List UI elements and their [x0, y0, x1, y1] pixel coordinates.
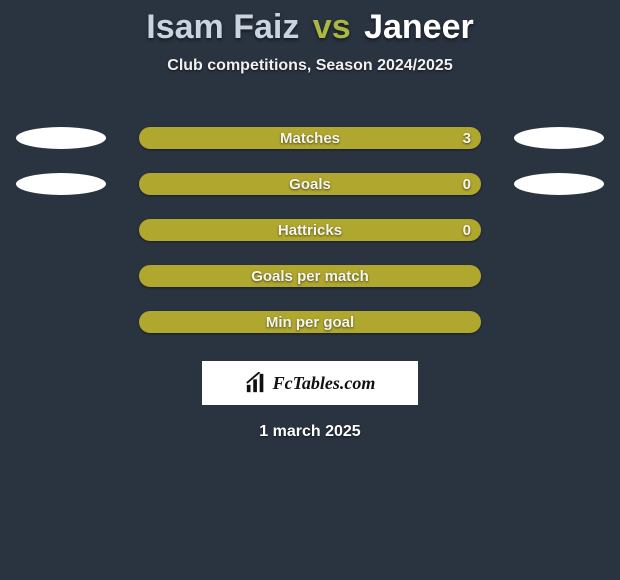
- stat-label: Matches: [280, 130, 340, 147]
- stat-rows: Matches 3 Goals 0 Hattricks 0 Goals per …: [0, 115, 620, 345]
- stat-bar: Min per goal: [139, 311, 481, 333]
- right-ellipse: [514, 127, 604, 149]
- stat-label: Goals: [289, 176, 331, 193]
- logo-box[interactable]: FcTables.com: [202, 361, 418, 405]
- stat-value: 0: [463, 222, 471, 239]
- page-title: Isam Faiz vs Janeer: [0, 8, 620, 47]
- stat-row: Goals per match: [0, 253, 620, 299]
- stat-bar: Matches 3: [139, 127, 481, 149]
- stat-row: Goals 0: [0, 161, 620, 207]
- player2-name: Janeer: [364, 8, 474, 47]
- vs-word: vs: [313, 8, 351, 47]
- stat-label: Min per goal: [266, 314, 354, 331]
- stat-row: Matches 3: [0, 115, 620, 161]
- logo-inner: FcTables.com: [245, 372, 376, 394]
- date-text: 1 march 2025: [0, 423, 620, 441]
- left-ellipse: [16, 173, 106, 195]
- stat-value: 3: [463, 130, 471, 147]
- stat-row: Hattricks 0: [0, 207, 620, 253]
- left-ellipse: [16, 127, 106, 149]
- stat-label: Goals per match: [251, 268, 369, 285]
- subtitle: Club competitions, Season 2024/2025: [0, 57, 620, 75]
- stat-bar: Goals 0: [139, 173, 481, 195]
- stat-bar: Hattricks 0: [139, 219, 481, 241]
- stat-value: 0: [463, 176, 471, 193]
- logo-text: FcTables.com: [273, 373, 376, 394]
- player1-name: Isam Faiz: [146, 8, 299, 47]
- stat-bar: Goals per match: [139, 265, 481, 287]
- bar-chart-icon: [245, 372, 267, 394]
- stat-label: Hattricks: [278, 222, 342, 239]
- comparison-card: Isam Faiz vs Janeer Club competitions, S…: [0, 0, 620, 441]
- stat-row: Min per goal: [0, 299, 620, 345]
- right-ellipse: [514, 173, 604, 195]
